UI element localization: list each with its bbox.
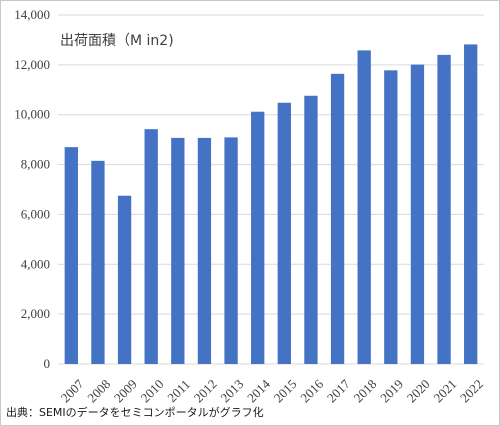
x-tick-label: 2017	[324, 376, 353, 405]
bar-2019	[384, 70, 398, 364]
bar-2010	[144, 129, 158, 364]
bar-2016	[304, 95, 318, 365]
y-tick-label: 8,000	[21, 157, 50, 172]
bar-2012	[197, 137, 212, 364]
y-tick-label: 2,000	[21, 306, 50, 321]
x-tick-label: 2009	[111, 376, 140, 405]
x-tick-label: 2014	[244, 376, 273, 405]
y-tick-label: 12,000	[14, 57, 50, 72]
bar-2018	[357, 50, 371, 365]
x-tick-label: 2016	[297, 376, 326, 405]
bars	[64, 44, 478, 365]
x-tick-label: 2022	[457, 376, 486, 405]
x-tick-label: 2008	[84, 376, 113, 405]
x-tick-label: 2007	[58, 376, 87, 405]
x-tick-label: 2020	[404, 376, 433, 405]
y-tick-label: 4,000	[21, 256, 50, 271]
source-note: 出典：SEMIのデータをセミコンポータルがグラフ化	[6, 406, 264, 419]
x-tick-label: 2013	[217, 376, 246, 405]
bar-2013	[224, 137, 238, 364]
bar-2022	[464, 44, 478, 365]
bar-2009	[117, 195, 132, 364]
x-tick-label: 2011	[164, 376, 193, 405]
bar-2020	[410, 64, 425, 365]
y-axis-tick-labels: 0 2,000 4,000 6,000 8,000 10,000 12,000 14,000	[14, 7, 50, 371]
bar-2015	[277, 102, 291, 365]
x-tick-label: 2010	[138, 376, 167, 405]
y-tick-label: 6,000	[21, 206, 50, 221]
x-axis-tick-labels: 2007200820092010201120122013201420152016…	[58, 376, 486, 405]
x-tick-label: 2018	[351, 376, 380, 405]
x-tick-label: 2019	[377, 376, 406, 405]
bar-2017	[330, 73, 345, 365]
y-tick-label: 10,000	[14, 107, 50, 122]
x-tick-label: 2021	[430, 376, 459, 405]
y-tick-label: 14,000	[14, 7, 50, 22]
bar-2007	[64, 147, 78, 364]
bar-2021	[437, 54, 451, 365]
bar-2008	[91, 160, 105, 364]
y-tick-label: 0	[44, 356, 51, 371]
chart-title: 出荷面積（M in2)	[60, 33, 174, 49]
bar-2011	[171, 137, 185, 364]
x-tick-label: 2015	[271, 376, 300, 405]
x-tick-label: 2012	[191, 376, 220, 405]
bar-2014	[251, 111, 265, 364]
